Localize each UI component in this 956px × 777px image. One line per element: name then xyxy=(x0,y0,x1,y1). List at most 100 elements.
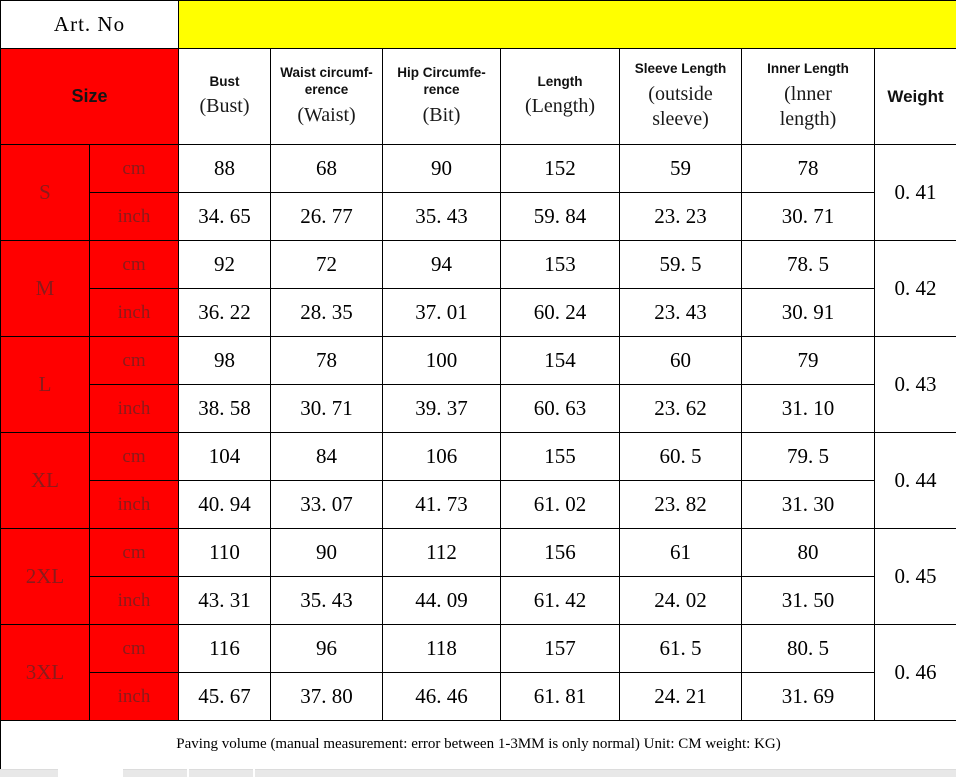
value-cell: 110 xyxy=(179,529,271,577)
value-cell: 60. 24 xyxy=(501,289,620,337)
value-cell: 28. 35 xyxy=(271,289,383,337)
waist-header-subtitle: (Waist) xyxy=(275,103,378,128)
value-cell: 79. 5 xyxy=(742,433,875,481)
value-cell: 92 xyxy=(179,241,271,289)
hip-header-subtitle: (Bit) xyxy=(387,103,496,128)
value-cell: 31. 10 xyxy=(742,385,875,433)
sheet-tab[interactable] xyxy=(255,769,956,777)
table-header-row: Size Bust (Bust) Waist circumf- erence (… xyxy=(1,49,956,145)
value-cell: 98 xyxy=(179,337,271,385)
value-cell: 80. 5 xyxy=(742,625,875,673)
bust-header-subtitle: (Bust) xyxy=(183,94,266,119)
sheet-tab[interactable] xyxy=(123,769,187,777)
value-cell: 31. 69 xyxy=(742,673,875,721)
sheet-tab[interactable] xyxy=(0,769,58,777)
value-cell: 30. 71 xyxy=(742,193,875,241)
inner-length-header-title: Inner Length xyxy=(746,61,870,78)
value-cell: 78. 5 xyxy=(742,241,875,289)
value-cell: 59 xyxy=(620,145,742,193)
value-cell: 155 xyxy=(501,433,620,481)
size-label-cell: XL xyxy=(1,433,90,529)
value-cell: 80 xyxy=(742,529,875,577)
value-cell: 96 xyxy=(271,625,383,673)
size-label-cell: M xyxy=(1,241,90,337)
size-label-cell: 2XL xyxy=(1,529,90,625)
value-cell: 116 xyxy=(179,625,271,673)
weight-value-cell: 0. 42 xyxy=(875,241,956,337)
waist-header-title: Waist circumf- erence xyxy=(275,65,378,99)
art-no-label: Art. No xyxy=(1,1,179,49)
hip-header-cell: Hip Circumfe- rence (Bit) xyxy=(383,49,501,145)
unit-cm-cell: cm xyxy=(90,625,179,673)
waist-header-cell: Waist circumf- erence (Waist) xyxy=(271,49,383,145)
note-row: Paving volume (manual measurement: error… xyxy=(1,721,956,769)
value-cell: 24. 02 xyxy=(620,577,742,625)
value-cell: 60. 5 xyxy=(620,433,742,481)
value-cell: 36. 22 xyxy=(179,289,271,337)
unit-cm-cell: cm xyxy=(90,241,179,289)
unit-cm-cell: cm xyxy=(90,337,179,385)
value-cell: 153 xyxy=(501,241,620,289)
value-cell: 156 xyxy=(501,529,620,577)
value-cell: 23. 43 xyxy=(620,289,742,337)
value-cell: 23. 82 xyxy=(620,481,742,529)
art-no-row: Art. No xyxy=(1,1,956,49)
value-cell: 94 xyxy=(383,241,501,289)
value-cell: 106 xyxy=(383,433,501,481)
value-cell: 100 xyxy=(383,337,501,385)
value-cell: 40. 94 xyxy=(179,481,271,529)
value-cell: 118 xyxy=(383,625,501,673)
length-header-subtitle: (Length) xyxy=(505,94,615,119)
value-cell: 59. 5 xyxy=(620,241,742,289)
bust-header-title: Bust xyxy=(183,74,266,91)
value-cell: 23. 23 xyxy=(620,193,742,241)
value-cell: 43. 31 xyxy=(179,577,271,625)
unit-cm-cell: cm xyxy=(90,145,179,193)
value-cell: 61 xyxy=(620,529,742,577)
value-cell: 31. 50 xyxy=(742,577,875,625)
value-cell: 39. 37 xyxy=(383,385,501,433)
value-cell: 72 xyxy=(271,241,383,289)
value-cell: 38. 58 xyxy=(179,385,271,433)
inner-length-header-subtitle: (lnner length) xyxy=(746,82,870,132)
size-label-cell: 3XL xyxy=(1,625,90,721)
weight-value-cell: 0. 45 xyxy=(875,529,956,625)
unit-cm-cell: cm xyxy=(90,529,179,577)
value-cell: 60 xyxy=(620,337,742,385)
value-cell: 61. 5 xyxy=(620,625,742,673)
art-no-value-field[interactable] xyxy=(179,1,956,49)
inner-length-header-cell: Inner Length (lnner length) xyxy=(742,49,875,145)
bust-header-cell: Bust (Bust) xyxy=(179,49,271,145)
value-cell: 157 xyxy=(501,625,620,673)
weight-value-cell: 0. 44 xyxy=(875,433,956,529)
sleeve-header-subtitle: (outside sleeve) xyxy=(624,82,737,132)
value-cell: 37. 80 xyxy=(271,673,383,721)
measurement-note: Paving volume (manual measurement: error… xyxy=(1,721,956,769)
value-cell: 35. 43 xyxy=(383,193,501,241)
unit-inch-cell: inch xyxy=(90,289,179,337)
length-header-cell: Length (Length) xyxy=(501,49,620,145)
size-header-cell: Size xyxy=(1,49,179,145)
hip-header-title: Hip Circumfe- rence xyxy=(387,65,496,99)
size-label-cell: L xyxy=(1,337,90,433)
sheet-tab[interactable] xyxy=(189,769,253,777)
value-cell: 112 xyxy=(383,529,501,577)
value-cell: 30. 91 xyxy=(742,289,875,337)
value-cell: 78 xyxy=(742,145,875,193)
value-cell: 60. 63 xyxy=(501,385,620,433)
size-label-cell: S xyxy=(1,145,90,241)
weight-value-cell: 0. 41 xyxy=(875,145,956,241)
value-cell: 68 xyxy=(271,145,383,193)
weight-value-cell: 0. 46 xyxy=(875,625,956,721)
unit-inch-cell: inch xyxy=(90,577,179,625)
